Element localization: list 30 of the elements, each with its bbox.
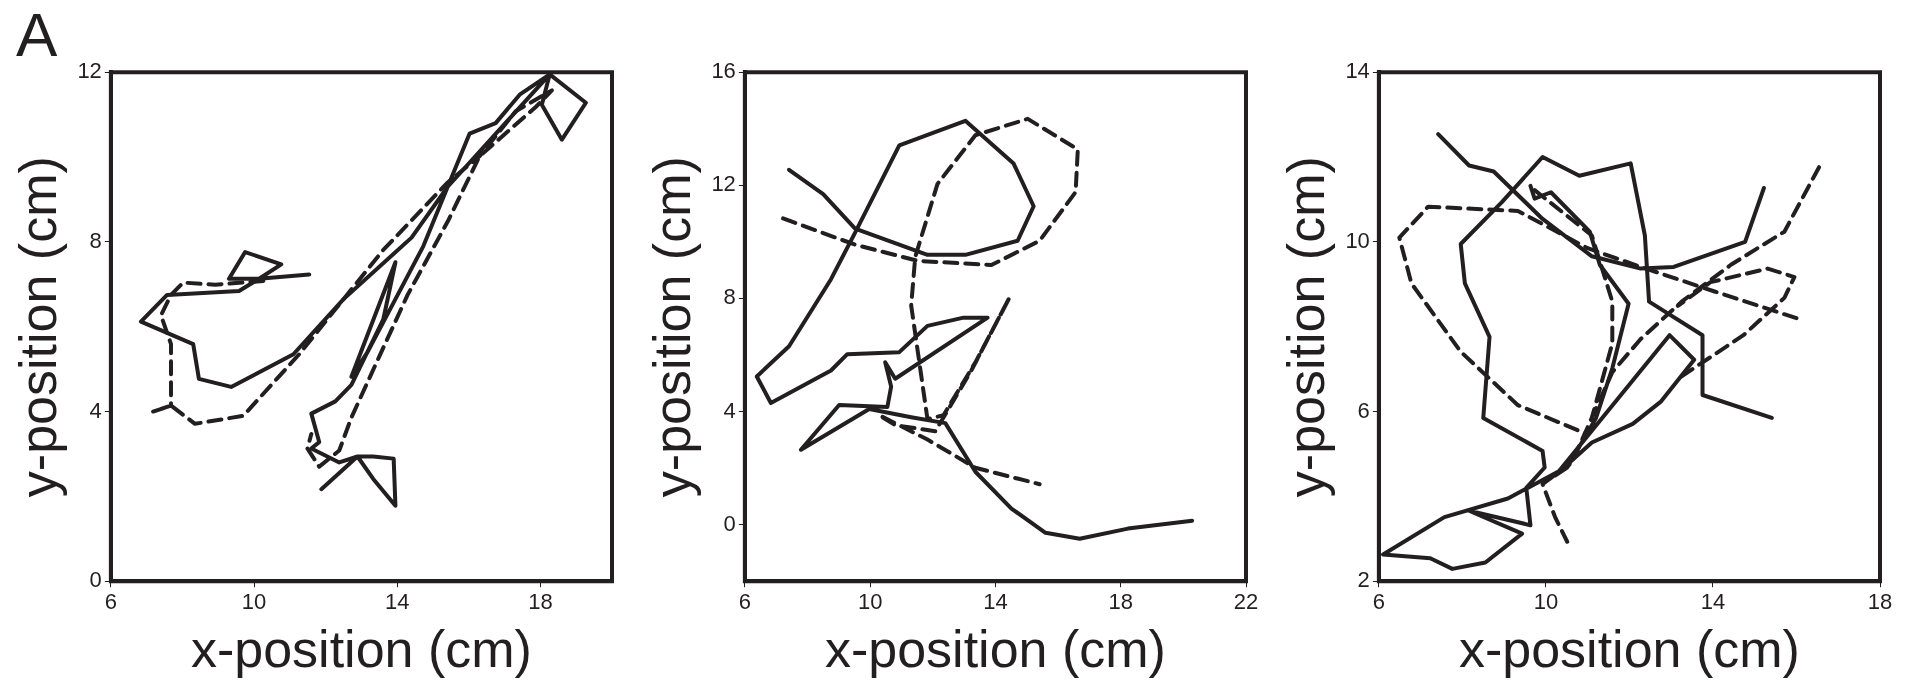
y-tick-label: 16 [711,58,736,84]
y-tick-label: 8 [723,284,736,310]
y-axis-title: y-position (cm) [1276,156,1335,498]
x-tick-label: 14 [1700,589,1726,615]
x-tick-label: 14 [983,589,1008,615]
y-tick-label: 10 [1345,227,1370,253]
x-tick-label: 14 [384,589,410,615]
y-tick-label: 0 [89,567,102,593]
x-tick-label: 10 [1533,589,1559,615]
y-axis-title: y-position (cm) [642,156,701,498]
y-tick-label: 8 [89,227,102,253]
y-tick-label: 4 [723,397,736,423]
x-axis-title: x-position (cm) [824,620,1166,679]
y-tick-label: 14 [1345,58,1370,84]
y-tick-label: 6 [1357,397,1370,423]
y-tick-label: 2 [1357,567,1370,593]
x-axis-title: x-position (cm) [1458,620,1800,679]
x-tick-label: 22 [1233,589,1259,615]
y-tick-label: 12 [77,58,102,84]
y-axis-title: y-position (cm) [8,156,67,498]
x-axis-title: x-position (cm) [190,620,532,679]
x-tick-label: 18 [1867,589,1893,615]
x-tick-label: 10 [241,589,267,615]
x-tick-label: 18 [528,589,553,615]
x-tick-label: 10 [857,589,883,615]
y-tick-label: 0 [723,510,736,536]
text: A [16,0,58,69]
x-tick-label: 18 [1108,589,1133,615]
y-tick-label: 12 [711,171,736,197]
y-tick-label: 4 [89,397,102,423]
